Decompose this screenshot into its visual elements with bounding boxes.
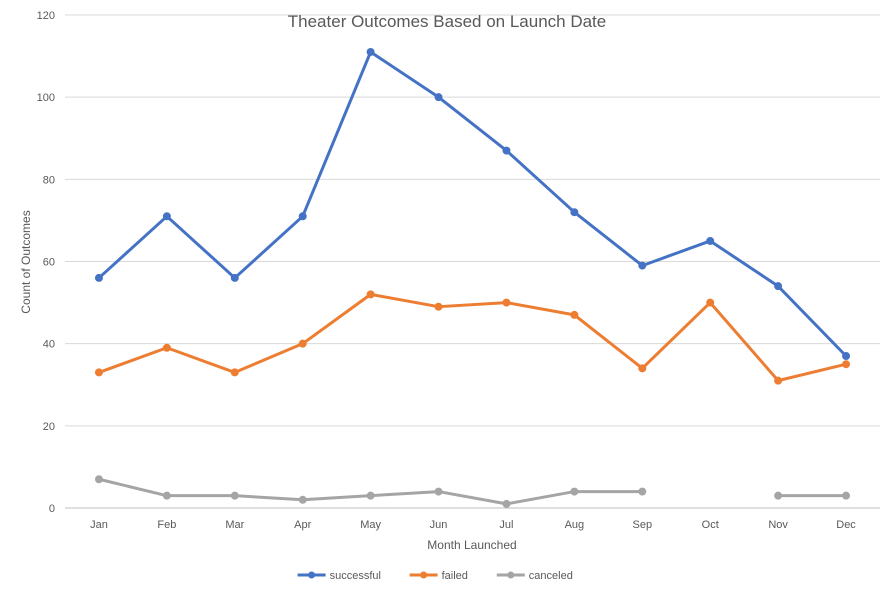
series-line (97, 50, 848, 358)
data-point (94, 273, 103, 282)
legend-swatch-marker (507, 571, 515, 579)
legend-swatch-marker (308, 571, 316, 579)
data-point (842, 491, 851, 500)
data-point (570, 310, 579, 319)
data-point (706, 236, 715, 245)
y-tick-label: 0 (49, 503, 55, 515)
y-axis-title: Count of Outcomes (19, 210, 33, 313)
x-tick-label: Apr (294, 519, 311, 531)
data-point (774, 376, 783, 385)
y-tick-label: 40 (43, 339, 55, 351)
data-point (366, 47, 375, 56)
data-point (298, 495, 307, 504)
x-tick-label: Oct (702, 519, 719, 531)
data-point (502, 146, 511, 155)
x-tick-label: Aug (565, 519, 585, 531)
data-point (502, 499, 511, 508)
data-point (434, 302, 443, 311)
series-successful (94, 47, 851, 360)
data-point (162, 491, 171, 500)
x-tick-label: May (360, 519, 381, 531)
data-point (94, 368, 103, 377)
legend-item: canceled (496, 570, 573, 582)
data-point (842, 360, 851, 369)
chart-title: Theater Outcomes Based on Launch Date (288, 12, 606, 31)
y-tick-label: 60 (43, 257, 55, 269)
x-tick-label: Feb (157, 519, 176, 531)
data-point (366, 491, 375, 500)
data-point (774, 282, 783, 291)
x-tick-label: Jan (90, 519, 108, 531)
series-canceled (94, 475, 851, 508)
legend-label: canceled (529, 570, 573, 582)
y-tick-label: 20 (43, 421, 55, 433)
data-point (706, 298, 715, 307)
data-point (638, 261, 647, 270)
plot-series (94, 47, 851, 508)
data-point (230, 368, 239, 377)
data-point (298, 212, 307, 221)
data-point (638, 487, 647, 496)
data-point (570, 487, 579, 496)
data-point (366, 290, 375, 299)
x-tick-label: Nov (768, 519, 788, 531)
data-point (162, 343, 171, 352)
series-line (97, 292, 848, 383)
data-point (230, 273, 239, 282)
y-tick-label: 100 (37, 92, 55, 104)
x-axis-title: Month Launched (427, 538, 516, 552)
legend-item: failed (409, 570, 468, 582)
data-point (298, 339, 307, 348)
gridlines (65, 14, 880, 509)
y-axis-ticks: 0 20 40 60 80 100 120 (37, 10, 55, 515)
series-line (97, 477, 848, 506)
legend: successful failed canceled (297, 570, 573, 582)
legend-label: successful (330, 570, 381, 582)
legend-label: failed (442, 570, 468, 582)
data-point (774, 491, 783, 500)
data-point (570, 208, 579, 217)
series-failed (94, 290, 851, 385)
x-tick-label: Sep (633, 519, 653, 531)
data-point (638, 364, 647, 373)
data-point (502, 298, 511, 307)
x-tick-label: Jul (499, 519, 513, 531)
data-point (94, 475, 103, 484)
x-tick-label: Mar (225, 519, 244, 531)
x-tick-label: Dec (836, 519, 856, 531)
data-point (842, 351, 851, 360)
legend-swatch-marker (420, 571, 428, 579)
data-point (162, 212, 171, 221)
data-point (434, 93, 443, 102)
data-point (230, 491, 239, 500)
x-tick-label: Jun (430, 519, 448, 531)
data-point (434, 487, 443, 496)
x-axis-ticks: Jan Feb Mar Apr May Jun Jul Aug Sep Oct Nov Dec (90, 519, 856, 531)
legend-item: successful (297, 570, 381, 582)
y-tick-label: 120 (37, 10, 55, 22)
y-tick-label: 80 (43, 174, 55, 186)
